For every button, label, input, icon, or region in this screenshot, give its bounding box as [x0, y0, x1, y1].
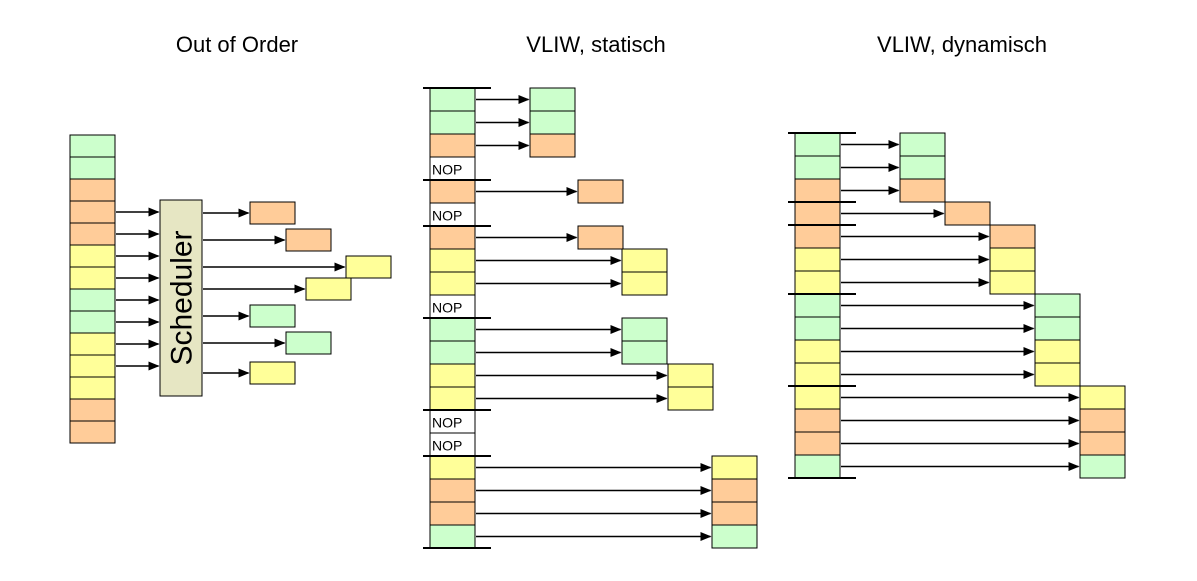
instruction-box [794, 178, 841, 203]
nop-label: NOP [432, 208, 462, 224]
panel-title-vliw-dynamic: VLIW, dynamisch [877, 32, 1047, 57]
execution-slot-box [899, 178, 946, 203]
execution-slot-box [249, 304, 296, 328]
panel-title-out-of-order: Out of Order [175, 32, 299, 57]
instruction-box [794, 132, 841, 157]
execution-slot-box [899, 155, 946, 180]
instruction-box [794, 454, 841, 479]
instruction-box [69, 156, 116, 180]
instruction-box [69, 178, 116, 202]
instruction-box [69, 134, 116, 158]
instruction-box [69, 310, 116, 334]
instruction-box [429, 317, 476, 342]
execution-slot-box [345, 255, 392, 279]
execution-slot-box [285, 331, 332, 355]
nop-label: NOP [432, 438, 462, 454]
execution-slot-box [1079, 454, 1126, 479]
instruction-box [794, 316, 841, 341]
instruction-box [794, 385, 841, 410]
instruction-box [69, 200, 116, 224]
instruction-box [794, 293, 841, 318]
instruction-box [69, 222, 116, 246]
execution-slot-box [529, 110, 576, 135]
instruction-box [429, 363, 476, 388]
execution-slot-box [621, 248, 668, 273]
instruction-box [429, 524, 476, 549]
instruction-box [794, 201, 841, 226]
execution-slot-box [1034, 339, 1081, 364]
execution-slot-box [1034, 362, 1081, 387]
execution-slot-box [1079, 385, 1126, 410]
execution-slot-box [577, 179, 624, 204]
nop-label: NOP [432, 162, 462, 178]
scheduler-box [159, 199, 203, 397]
instruction-box [429, 248, 476, 273]
instruction-box [429, 455, 476, 480]
instruction-box [429, 501, 476, 526]
execution-slot-box [944, 201, 991, 226]
instruction-box [429, 110, 476, 135]
instruction-box [794, 270, 841, 295]
execution-slot-box [529, 133, 576, 158]
instruction-box [69, 420, 116, 444]
instruction-box [794, 224, 841, 249]
scheduler-label: Scheduler [166, 230, 199, 365]
execution-slot-box [621, 271, 668, 296]
instruction-box [69, 244, 116, 268]
execution-slot-box [621, 340, 668, 365]
execution-slot-box [711, 501, 758, 526]
instruction-box [69, 332, 116, 356]
execution-slot-box [285, 228, 332, 252]
execution-slot-box [989, 270, 1036, 295]
instruction-box [69, 288, 116, 312]
execution-slot-box [1034, 316, 1081, 341]
instruction-box [429, 179, 476, 204]
instruction-box [429, 271, 476, 296]
execution-slot-box [1034, 293, 1081, 318]
nop-label: NOP [432, 300, 462, 316]
execution-slot-box [667, 386, 714, 411]
instruction-box [69, 398, 116, 422]
panel-title-vliw-static: VLIW, statisch [526, 32, 666, 57]
execution-slot-box [711, 524, 758, 549]
execution-slot-box [711, 478, 758, 503]
execution-slot-box [1079, 408, 1126, 433]
instruction-box [794, 408, 841, 433]
execution-slot-box [621, 317, 668, 342]
instruction-box [794, 155, 841, 180]
execution-slot-box [305, 277, 352, 301]
execution-slot-box [711, 455, 758, 480]
execution-slot-box [989, 247, 1036, 272]
instruction-box [429, 225, 476, 250]
instruction-box [69, 266, 116, 290]
instruction-box [794, 247, 841, 272]
execution-slot-box [667, 363, 714, 388]
instruction-box [429, 87, 476, 112]
execution-slot-box [989, 224, 1036, 249]
instruction-box [794, 431, 841, 456]
instruction-box [794, 339, 841, 364]
instruction-box [429, 478, 476, 503]
instruction-box [69, 376, 116, 400]
execution-slot-box [577, 225, 624, 250]
execution-slot-box [899, 132, 946, 157]
instruction-box [69, 354, 116, 378]
execution-slot-box [249, 361, 296, 385]
execution-slot-box [249, 201, 296, 225]
instruction-box [429, 386, 476, 411]
instruction-box [429, 133, 476, 158]
execution-slot-box [1079, 431, 1126, 456]
execution-slot-box [529, 87, 576, 112]
instruction-box [429, 340, 476, 365]
instruction-box [794, 362, 841, 387]
nop-label: NOP [432, 415, 462, 431]
